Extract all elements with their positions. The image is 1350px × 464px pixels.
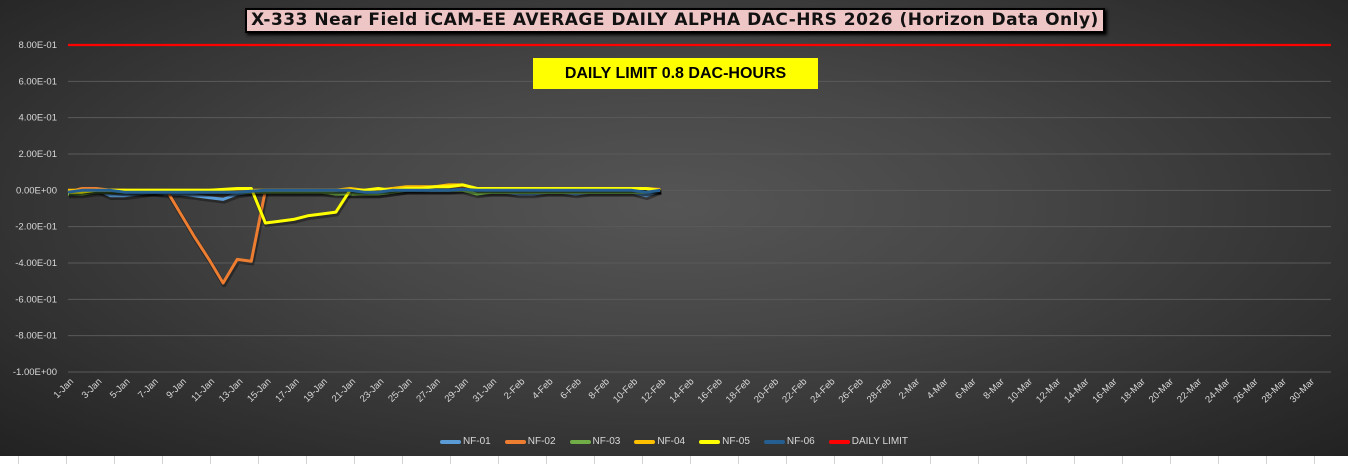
x-tick-label: 14-Mar [1062, 376, 1091, 405]
x-tick-label: 6-Feb [558, 376, 583, 401]
y-tick-label: 6.00E-01 [18, 76, 57, 87]
x-tick-label: 12-Mar [1034, 376, 1063, 405]
x-tick-label: 6-Mar [953, 376, 978, 401]
x-tick-label: 20-Feb [752, 376, 781, 405]
x-tick-label: 16-Mar [1090, 376, 1119, 405]
legend-swatch [699, 439, 721, 444]
legend-item: NF-02 [504, 436, 556, 447]
x-tick-label: 22-Mar [1175, 376, 1204, 405]
x-tick-label: 20-Mar [1147, 376, 1176, 405]
y-tick-label: -2.00E-01 [15, 222, 57, 233]
legend-label: NF-01 [462, 436, 491, 447]
x-tick-label: 1-Jan [52, 376, 77, 401]
x-tick-label: 10-Feb [611, 376, 640, 405]
legend-label: NF-04 [657, 436, 686, 447]
x-tick-label: 10-Mar [1006, 376, 1035, 405]
legend-label: NF-02 [527, 436, 556, 447]
x-tick-label: 11-Jan [189, 376, 217, 404]
x-tick-label: 21-Jan [330, 376, 358, 404]
x-tick-label: 17-Jan [273, 376, 301, 404]
x-tick-label: 3-Jan [80, 376, 105, 401]
x-tick-label: 24-Mar [1203, 376, 1232, 405]
y-tick-label: 0.00E+00 [16, 185, 57, 196]
x-tick-label: 28-Feb [865, 376, 894, 405]
legend-label: NF-06 [786, 436, 815, 447]
x-tick-label: 2-Feb [502, 376, 527, 401]
x-tick-label: 14-Feb [667, 376, 696, 405]
x-tick-label: 8-Feb [587, 376, 612, 401]
legend-swatch [439, 439, 461, 444]
x-tick-label: 4-Feb [530, 376, 555, 401]
x-tick-label: 18-Feb [724, 376, 753, 405]
series-line-nf-05 [68, 183, 661, 225]
x-tick-label: 30-Mar [1288, 376, 1317, 405]
x-tick-label: 12-Feb [639, 376, 668, 405]
y-tick-label: -8.00E-01 [15, 331, 57, 342]
legend: NF-01 NF-02 NF-03 NF-04 NF-05 NF-06 DAILY LIMI… [0, 436, 1348, 447]
daily-limit-annotation: DAILY LIMIT 0.8 DAC-HOURS [533, 58, 818, 89]
legend-item: DAILY LIMIT [828, 436, 909, 447]
x-tick-label: 15-Jan [245, 376, 273, 404]
series-line-nf-06 [67, 187, 661, 194]
legend-swatch [569, 439, 591, 444]
x-tick-label: 29-Jan [443, 376, 471, 404]
series-line-nf-02 [67, 185, 661, 285]
x-tick-label: 13-Jan [217, 376, 245, 404]
x-tick-label: 26-Mar [1231, 376, 1260, 405]
x-tick-label: 4-Mar [925, 376, 950, 401]
legend-item: NF-01 [439, 436, 491, 447]
y-tick-label: 4.00E-01 [18, 113, 57, 124]
legend-item: NF-06 [763, 436, 815, 447]
x-tick-label: 18-Mar [1119, 376, 1148, 405]
x-tick-label: 24-Feb [808, 376, 837, 405]
legend-item: NF-03 [569, 436, 621, 447]
legend-swatch [763, 439, 785, 444]
legend-swatch [828, 439, 850, 444]
x-tick-label: 2-Mar [897, 376, 922, 401]
series-shadow [68, 188, 663, 204]
x-tick-label: 27-Jan [414, 376, 442, 404]
legend-label: DAILY LIMIT [851, 436, 909, 447]
x-tick-label: 25-Jan [386, 376, 414, 404]
y-tick-label: -6.00E-01 [15, 294, 57, 305]
legend-swatch [634, 439, 656, 444]
x-tick-label: 23-Jan [358, 376, 386, 404]
legend-swatch [504, 439, 526, 444]
y-tick-label: 2.00E-01 [18, 149, 57, 160]
x-tick-label: 16-Feb [696, 376, 725, 405]
x-tick-label: 8-Mar [981, 376, 1006, 401]
x-tick-label: 22-Feb [780, 376, 809, 405]
legend-label: NF-05 [722, 436, 750, 447]
spreadsheet-grid [0, 456, 1350, 464]
x-tick-label: 5-Jan [108, 376, 133, 401]
legend-item: NF-04 [634, 436, 685, 447]
legend-item: NF-05 [699, 436, 750, 447]
legend-label: NF-03 [592, 436, 621, 447]
y-tick-label: 8.00E-01 [18, 40, 57, 51]
series-shadow [68, 186, 662, 288]
x-tick-label: 31-Jan [471, 376, 499, 404]
y-tick-label: -4.00E-01 [15, 258, 57, 269]
x-tick-label: 28-Mar [1260, 376, 1289, 405]
y-tick-label: -1.00E+00 [13, 367, 57, 378]
x-tick-label: 19-Jan [302, 376, 330, 404]
chart-title: X-333 Near Field iCAM-EE AVERAGE DAILY A… [245, 8, 1105, 33]
x-tick-label: 26-Feb [837, 376, 866, 405]
x-tick-label: 9-Jan [164, 376, 189, 401]
x-tick-label: 7-Jan [136, 376, 161, 401]
series-shadow [69, 190, 662, 199]
series-shadow [68, 189, 662, 197]
